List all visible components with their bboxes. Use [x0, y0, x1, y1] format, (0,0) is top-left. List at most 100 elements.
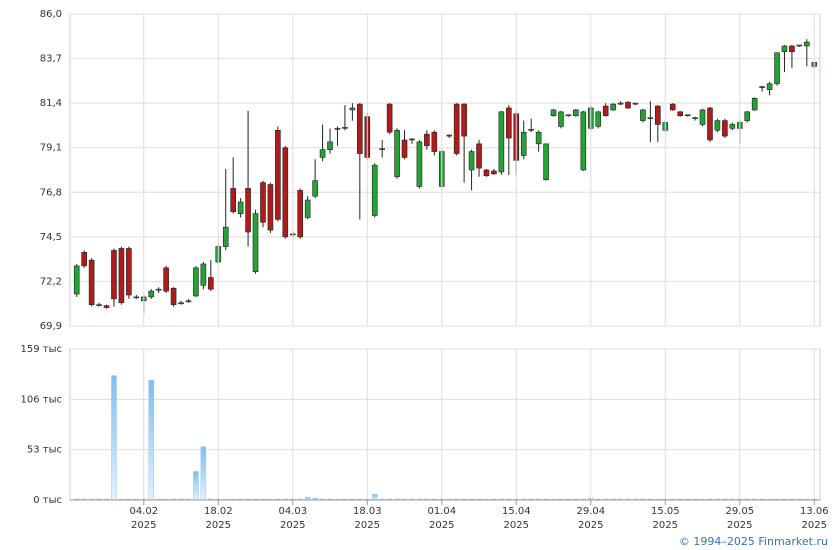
- candle-body: [446, 134, 453, 137]
- candle-body: [208, 277, 214, 290]
- candle-body: [170, 287, 177, 305]
- candle-body: [714, 120, 721, 131]
- candle-body: [781, 45, 788, 53]
- volume-tick-label: 0 тыс: [33, 495, 62, 506]
- x-tick-year: 2025: [504, 520, 529, 531]
- candle-body: [528, 129, 534, 131]
- candle-body: [565, 114, 572, 117]
- x-tick-year: 2025: [578, 520, 603, 531]
- candle-body: [692, 117, 698, 119]
- candle-body: [73, 265, 80, 295]
- x-tick-year: 2025: [727, 520, 752, 531]
- volume-panel: [69, 348, 821, 501]
- volume-tick-label: 106 тыс: [21, 394, 62, 405]
- copyright: © 1994–2025 Finmarket.ru: [679, 535, 828, 548]
- candle-body: [222, 226, 229, 247]
- x-tick-label: 18.02: [204, 506, 233, 517]
- candle-body: [789, 45, 795, 53]
- volume-bar: [372, 494, 378, 501]
- candle-body: [275, 129, 281, 220]
- candle-body: [401, 139, 408, 158]
- candle-body: [744, 111, 751, 121]
- x-tick-label: 15.05: [651, 506, 680, 517]
- candle-body: [304, 199, 311, 218]
- candle-body: [431, 131, 438, 152]
- x-tick-year: 2025: [355, 520, 380, 531]
- y-tick-label: 69,9: [40, 321, 62, 332]
- candle-body: [237, 201, 244, 214]
- candle-body: [111, 250, 117, 300]
- candle-body: [669, 103, 676, 111]
- candle-body: [617, 102, 624, 105]
- candle-body: [349, 107, 356, 111]
- candle-body: [96, 304, 102, 306]
- candle-body: [386, 103, 393, 133]
- candle-body: [707, 107, 713, 141]
- x-tick-label: 01.04: [427, 506, 456, 517]
- y-tick-label: 86,0: [40, 9, 62, 20]
- candle-body: [558, 111, 564, 127]
- candle-body: [595, 111, 602, 127]
- candle-body: [796, 44, 803, 47]
- candle-body: [334, 128, 341, 130]
- candle-body: [252, 213, 259, 273]
- candle-body: [677, 111, 683, 117]
- candle-body: [357, 103, 363, 154]
- candle-body: [163, 267, 169, 292]
- candle-body: [371, 164, 378, 216]
- candle-body: [520, 131, 527, 156]
- x-tick-label: 29.05: [725, 506, 754, 517]
- candle-body: [200, 263, 207, 286]
- candle-body: [88, 259, 95, 305]
- candle-body: [327, 141, 333, 150]
- candle-body: [409, 138, 415, 141]
- candle-body: [230, 188, 236, 212]
- candle-body: [297, 190, 304, 238]
- candle-body: [625, 101, 631, 109]
- x-tick-year: 2025: [280, 520, 305, 531]
- x-tick-label: 04.03: [278, 506, 307, 517]
- candle-body: [766, 83, 773, 90]
- y-tick-label: 81,4: [40, 98, 62, 109]
- candle-body: [647, 117, 654, 119]
- volume-tick-label: 159 тыс: [21, 344, 62, 355]
- candle-body: [379, 148, 385, 150]
- volume-bar: [200, 446, 207, 501]
- candle-body: [602, 105, 609, 117]
- x-tick-year: 2025: [131, 520, 156, 531]
- x-tick-year: 2025: [206, 520, 231, 531]
- candle-body: [148, 290, 155, 298]
- candle-body: [126, 248, 132, 296]
- y-tick-label: 76,8: [40, 187, 62, 198]
- candle-body: [632, 102, 639, 105]
- x-tick-label: 13.06: [800, 506, 829, 517]
- candle-body: [751, 97, 758, 111]
- volume-bar: [148, 380, 154, 501]
- candle-body: [573, 109, 579, 117]
- x-tick-year: 2025: [429, 520, 454, 531]
- candle-body: [640, 109, 646, 121]
- y-tick-label: 79,1: [40, 143, 62, 154]
- candle-body: [312, 180, 318, 197]
- candle-body: [193, 267, 199, 297]
- x-tick-label: 18.03: [353, 506, 382, 517]
- candle-body: [133, 296, 140, 299]
- candle-body: [342, 127, 348, 129]
- candle-body: [722, 120, 728, 137]
- candle-body: [185, 300, 192, 303]
- candle-body: [543, 143, 549, 180]
- x-tick-label: 15.04: [502, 506, 531, 517]
- candle-body: [267, 184, 274, 231]
- candle-body: [550, 109, 557, 117]
- candle-body: [759, 86, 765, 88]
- candle-body: [498, 111, 505, 173]
- x-tick-label: 29.04: [576, 506, 605, 517]
- y-tick-label: 83,7: [40, 54, 62, 65]
- candle-body: [178, 302, 184, 305]
- candle-body: [610, 103, 616, 111]
- y-tick-label: 72,2: [40, 276, 62, 287]
- x-tick-label: 04.02: [129, 506, 158, 517]
- price-panel: [69, 13, 821, 327]
- candle-body: [774, 52, 780, 85]
- candle-body: [103, 305, 110, 308]
